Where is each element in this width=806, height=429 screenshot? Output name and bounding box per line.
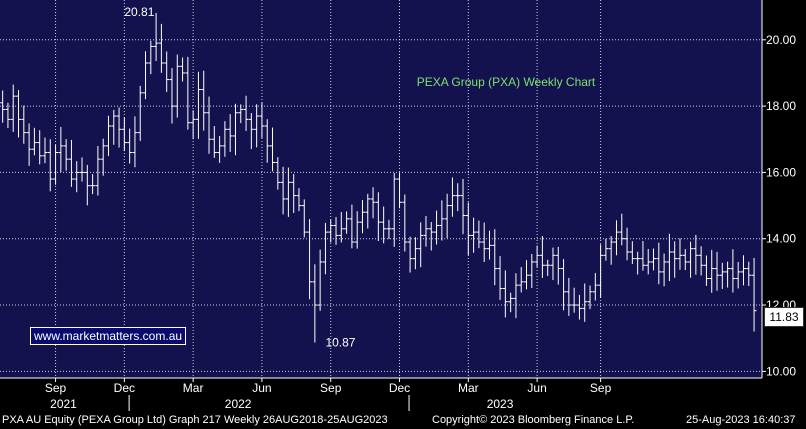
x-axis: Sep Dec Mar Jun Sep Dec Mar Jun Sep 2021 2022 2023 <box>0 377 762 411</box>
last-price-tag: 11.83 <box>764 307 804 327</box>
x-tick-label: Sep <box>590 381 612 395</box>
x-tick-label: Dec <box>114 381 135 395</box>
y-tick-label: 20.00 <box>766 33 796 47</box>
x-tick-label: Dec <box>389 381 410 395</box>
footer-copyright: Copyright© 2023 Bloomberg Finance L.P. <box>432 414 635 426</box>
x-tick-label: Jun <box>252 381 271 395</box>
x-tick-label: Sep <box>45 381 67 395</box>
x-tick-label: Mar <box>183 381 204 395</box>
price-labels: 20.81 10.87 <box>124 5 355 350</box>
ohlc-bars <box>0 12 757 343</box>
y-tick-label: 14.00 <box>766 232 796 246</box>
watermark: www.marketmatters.com.au <box>30 327 187 345</box>
y-tick-label: 16.00 <box>766 165 796 179</box>
x-year-label: 2021 <box>50 397 77 411</box>
x-tick-label: Sep <box>320 381 342 395</box>
x-tick-label: Mar <box>458 381 479 395</box>
footer: PXA AU Equity (PEXA Group Ltd) Graph 217… <box>0 411 806 429</box>
chart-title: PEXA Group (PXA) Weekly Chart <box>417 75 596 89</box>
x-tick-label: Jun <box>527 381 546 395</box>
low-label: 10.87 <box>325 336 355 350</box>
x-year-label: 2022 <box>225 397 252 411</box>
footer-timestamp: 25-Aug-2023 16:40:37 <box>686 414 796 426</box>
plot-area <box>0 0 762 378</box>
high-label: 20.81 <box>124 5 154 19</box>
axis-panel <box>762 0 806 411</box>
footer-security: PXA AU Equity (PEXA Group Ltd) Graph 217… <box>2 414 388 426</box>
x-year-label: 2023 <box>487 397 514 411</box>
y-tick-label: 18.00 <box>766 99 796 113</box>
x-axis-panel <box>0 378 762 411</box>
y-tick-label: 10.00 <box>766 364 796 378</box>
